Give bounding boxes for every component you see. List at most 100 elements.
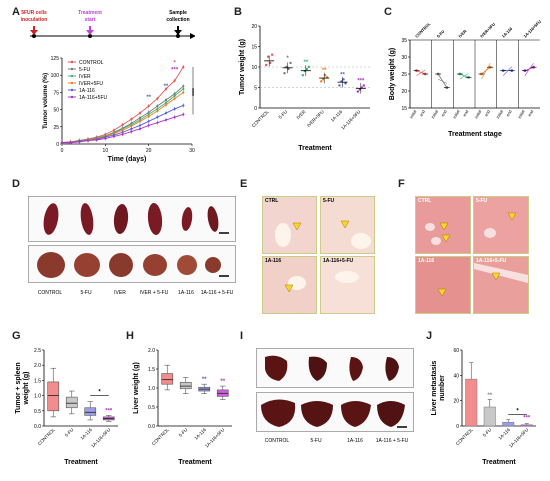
histology-f-1a116: 1A-116	[415, 256, 471, 314]
y-tick-label: 1.5	[148, 367, 155, 373]
significance-marker: **	[487, 393, 492, 399]
x-tick-label: initial	[430, 109, 439, 119]
data-point	[182, 91, 185, 94]
y-tick-label: 10	[251, 65, 257, 71]
y-tick-label: 0.0	[34, 424, 41, 430]
data-point	[182, 113, 185, 116]
y-tick-label: 50	[53, 108, 59, 114]
timeline-step3: Sample	[169, 10, 187, 16]
x-tick-label: end	[462, 109, 470, 117]
box	[179, 381, 192, 390]
y-axis-label: Liver weight (g)	[133, 362, 140, 414]
trend-line	[481, 62, 491, 80]
legend-marker	[70, 60, 74, 64]
data-point	[287, 67, 290, 71]
y-tick-label: 15	[251, 45, 257, 51]
y-tick-label: 100	[51, 73, 60, 79]
panel-letter-d: D	[12, 178, 20, 190]
x-tick-label: 5-FU	[178, 427, 189, 438]
data-point	[266, 55, 270, 58]
trend-line	[416, 70, 426, 75]
bar	[483, 406, 496, 427]
x-axis-label: Treatment stage	[448, 131, 502, 138]
data-point	[147, 105, 150, 108]
data-point	[264, 63, 268, 67]
trend-line	[459, 73, 469, 80]
box	[161, 373, 174, 385]
significance-marker: **	[220, 379, 225, 385]
significance-marker: **	[146, 95, 151, 101]
legend-label: 1A-116	[79, 88, 95, 94]
y-tick-label: 20	[251, 24, 257, 30]
significance-marker: **	[303, 60, 308, 66]
y-axis-label: Tumor weight (g)	[239, 39, 246, 95]
panel-letter-g: G	[12, 330, 21, 342]
y-tick-label: 0	[56, 142, 59, 148]
bar	[465, 378, 478, 427]
histology-e-combo: 1A-116+5-FU	[320, 256, 375, 314]
significance-marker: *	[516, 409, 519, 415]
data-point	[358, 88, 362, 91]
data-point	[112, 129, 116, 132]
x-axis-label: Treatment	[64, 459, 98, 466]
data-point	[60, 141, 64, 144]
y-tick-label: 0.5	[148, 405, 155, 411]
data-point	[305, 67, 309, 71]
histology-f-5fu: 5-FU	[473, 196, 529, 254]
x-tick-label: end	[483, 109, 491, 117]
data-point	[156, 109, 159, 113]
y-tick-label: 125	[51, 56, 60, 62]
trend-line	[416, 69, 426, 76]
group-label: CONTROL	[414, 21, 432, 39]
y-tick-label: 0	[456, 424, 459, 430]
x-tick-label: initial	[452, 109, 461, 119]
liver-photo-bottom	[261, 399, 407, 428]
data-point	[147, 120, 150, 123]
panel-letter-b: B	[234, 6, 242, 18]
significance-marker: ****	[192, 88, 198, 96]
y-tick-label: 25	[401, 72, 407, 78]
data-point	[270, 53, 274, 56]
histology-e-ctrl: CTRL	[262, 196, 317, 254]
data-point	[147, 113, 150, 116]
x-tick-label: initial	[517, 109, 526, 119]
data-point	[156, 97, 159, 100]
data-point	[182, 104, 185, 107]
panel-letter-a: A	[12, 6, 20, 18]
trend-line	[438, 78, 447, 84]
x-tick-label: end	[418, 109, 426, 117]
data-point	[301, 74, 305, 77]
d-label-4: 1A-116	[178, 290, 194, 296]
legend-marker	[70, 88, 74, 92]
y-tick-label: 5	[254, 86, 257, 92]
y-axis-label: Tumor volume (%)	[42, 73, 49, 129]
data-point	[164, 111, 168, 115]
significance-marker: *	[98, 390, 101, 396]
box	[65, 396, 78, 409]
data-point	[138, 124, 142, 127]
legend-marker	[70, 74, 74, 78]
data-point	[156, 121, 159, 124]
panel-i-labels: CONTROL 5-FU 1A-116 1A-116 + 5-FU	[265, 438, 409, 444]
timeline-step2: Treatment	[78, 10, 102, 16]
significance-marker: ***	[357, 78, 365, 84]
x-tick-label: end	[440, 109, 448, 117]
histology-f-ctrl: CTRL	[415, 196, 471, 254]
tumor-photo	[37, 252, 229, 278]
data-point	[164, 118, 168, 122]
data-point	[342, 78, 345, 81]
y-axis-label: Body weight (g)	[389, 48, 396, 101]
group-label: IVER	[457, 28, 467, 38]
d-label-3: IVER + 5-FU	[140, 290, 169, 296]
tumor-photo-frame	[28, 245, 236, 283]
y-axis-label: Tumor + spleen	[15, 362, 22, 413]
y-tick-label: 40	[453, 373, 459, 379]
data-point	[173, 107, 176, 111]
y-tick-label: 2.0	[34, 363, 41, 369]
bar	[502, 421, 515, 427]
data-point	[156, 116, 159, 119]
y-axis-label: Liver metastasis	[431, 360, 438, 415]
trend-line	[524, 62, 534, 76]
